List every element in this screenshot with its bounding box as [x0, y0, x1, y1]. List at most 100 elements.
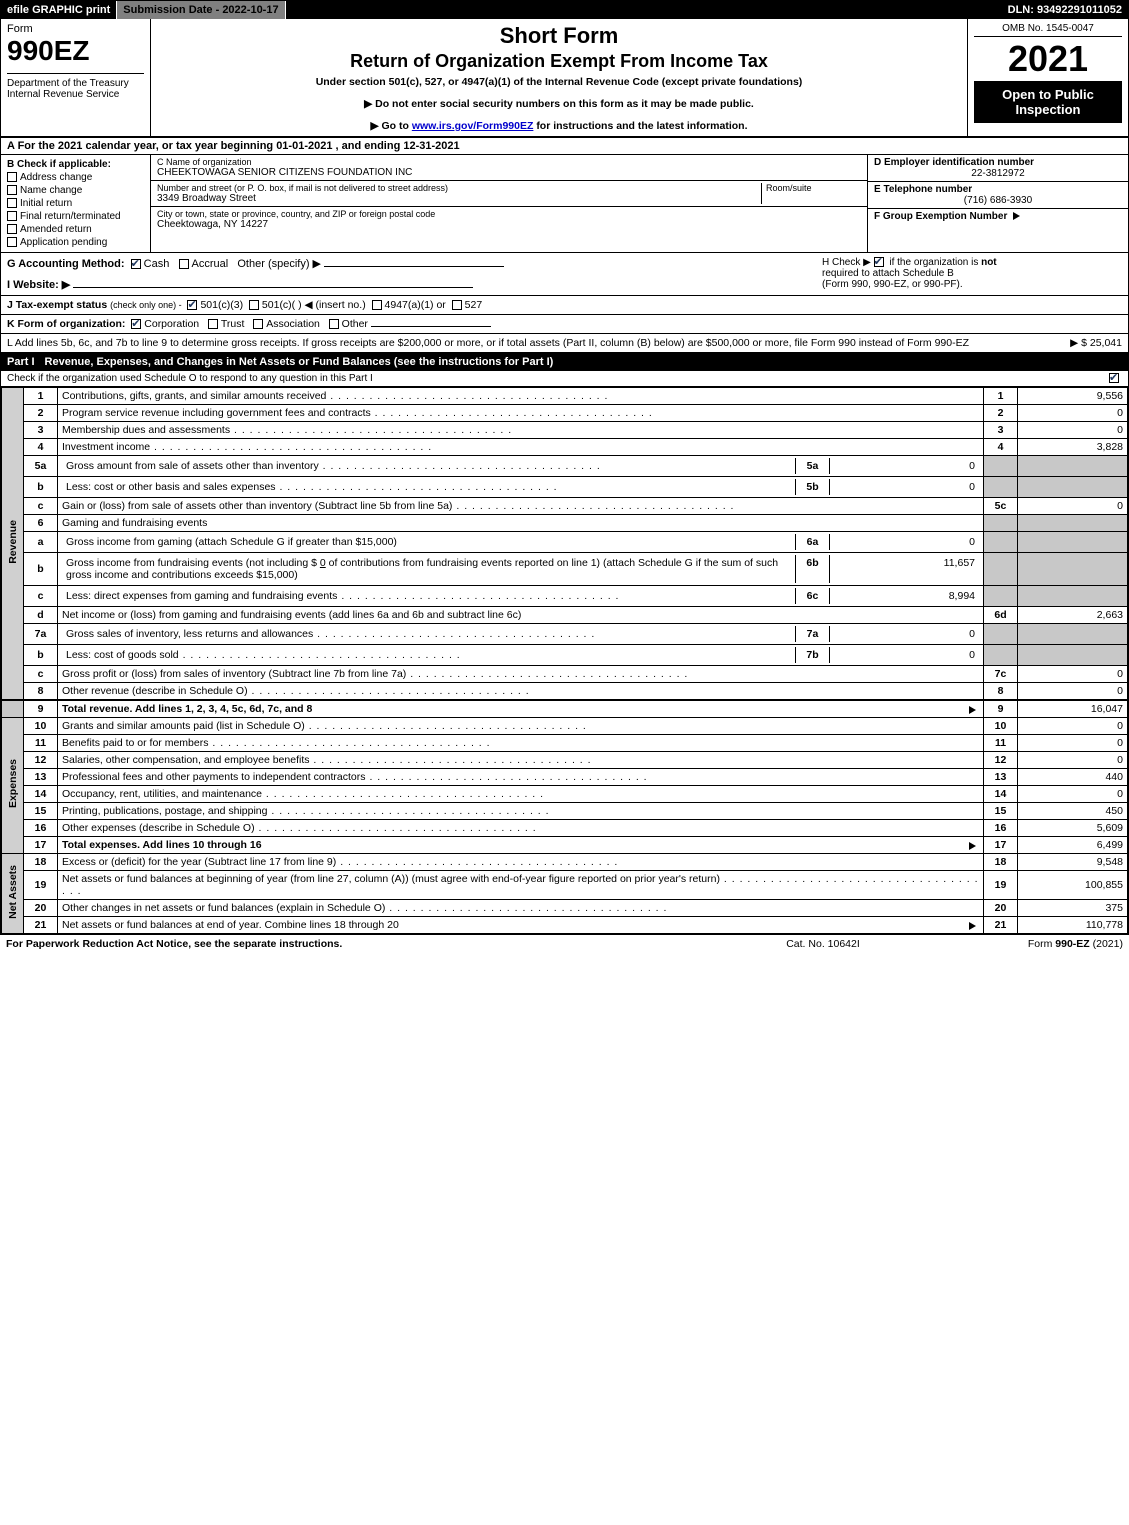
header-middle: Short Form Return of Organization Exempt…	[151, 19, 968, 136]
chk-other-org[interactable]	[329, 319, 339, 329]
table-row: 17Total expenses. Add lines 10 through 1…	[2, 837, 1128, 854]
street-block: Number and street (or P. O. box, if mail…	[151, 181, 867, 207]
g-accounting: G Accounting Method: Cash Accrual Other …	[7, 257, 822, 270]
row-gh: G Accounting Method: Cash Accrual Other …	[1, 253, 1128, 296]
table-row: 13Professional fees and other payments t…	[2, 769, 1128, 786]
website-input[interactable]	[73, 287, 473, 288]
table-row: 2Program service revenue including gover…	[2, 405, 1128, 422]
row-k: K Form of organization: Corporation Trus…	[1, 315, 1128, 334]
b-label: B Check if applicable:	[7, 159, 144, 170]
title-return: Return of Organization Exempt From Incom…	[159, 51, 959, 72]
table-row: 11Benefits paid to or for members110	[2, 735, 1128, 752]
department-label: Department of the Treasury Internal Reve…	[7, 73, 144, 100]
other-org-input[interactable]	[371, 326, 491, 327]
dln-label: DLN: 93492291011052	[1002, 1, 1128, 19]
city-label: City or town, state or province, country…	[157, 209, 861, 219]
room-label: Room/suite	[766, 183, 861, 193]
part-title: Revenue, Expenses, and Changes in Net As…	[45, 356, 1122, 368]
part-1-header: Part I Revenue, Expenses, and Changes in…	[1, 353, 1128, 371]
chk-h[interactable]	[874, 257, 884, 267]
omb-number: OMB No. 1545-0047	[974, 23, 1122, 37]
chk-amended-return[interactable]: Amended return	[7, 224, 144, 235]
chk-501c3[interactable]	[187, 300, 197, 310]
note-goto: ▶ Go to www.irs.gov/Form990EZ for instru…	[159, 120, 959, 132]
table-row: Expenses 10Grants and similar amounts pa…	[2, 718, 1128, 735]
checkbox-icon[interactable]	[7, 185, 17, 195]
form-label: Form	[7, 23, 144, 35]
table-row: 9Total revenue. Add lines 1, 2, 3, 4, 5c…	[2, 700, 1128, 718]
other-specify-input[interactable]	[324, 266, 504, 267]
chk-initial-return[interactable]: Initial return	[7, 198, 144, 209]
chk-application-pending[interactable]: Application pending	[7, 237, 144, 248]
table-row: a Gross income from gaming (attach Sched…	[2, 532, 1128, 553]
chk-501c[interactable]	[249, 300, 259, 310]
chk-address-change[interactable]: Address change	[7, 172, 144, 183]
tax-year: 2021	[974, 41, 1122, 77]
l-amount: ▶ $ 25,041	[1070, 337, 1122, 349]
chk-association[interactable]	[253, 319, 263, 329]
street-value: 3349 Broadway Street	[157, 193, 761, 204]
table-row: cGain or (loss) from sale of assets othe…	[2, 498, 1128, 515]
checkbox-icon[interactable]	[7, 198, 17, 208]
chk-527[interactable]	[452, 300, 462, 310]
efile-print-label[interactable]: efile GRAPHIC print	[1, 1, 117, 19]
checkbox-icon[interactable]	[7, 224, 17, 234]
section-netassets: Net Assets	[2, 854, 24, 934]
table-row: 6Gaming and fundraising events	[2, 515, 1128, 532]
open-to-public: Open to Public Inspection	[974, 81, 1122, 123]
section-c: C Name of organization CHEEKTOWAGA SENIO…	[151, 155, 868, 252]
table-row: b Gross income from fundraising events (…	[2, 553, 1128, 586]
part-label: Part I	[7, 356, 35, 368]
checkbox-icon[interactable]	[7, 237, 17, 247]
d-block: D Employer identification number 22-3812…	[868, 155, 1128, 182]
chk-accrual[interactable]	[179, 259, 189, 269]
d-label: D Employer identification number	[874, 157, 1122, 168]
table-row: b Less: cost of goods sold7b0	[2, 645, 1128, 666]
chk-trust[interactable]	[208, 319, 218, 329]
chk-schedule-o[interactable]	[1109, 373, 1119, 383]
e-block: E Telephone number (716) 686-3930	[868, 182, 1128, 209]
title-short-form: Short Form	[159, 23, 959, 49]
table-row: 15Printing, publications, postage, and s…	[2, 803, 1128, 820]
header-left: Form 990EZ Department of the Treasury In…	[1, 19, 151, 136]
chk-cash[interactable]	[131, 259, 141, 269]
table-row: Revenue 1 Contributions, gifts, grants, …	[2, 388, 1128, 405]
section-revenue: Revenue	[2, 388, 24, 701]
table-row: 20Other changes in net assets or fund ba…	[2, 900, 1128, 917]
page-footer: For Paperwork Reduction Act Notice, see …	[0, 935, 1129, 953]
lines-table: Revenue 1 Contributions, gifts, grants, …	[1, 387, 1128, 934]
table-row: 3Membership dues and assessments 30	[2, 422, 1128, 439]
checkbox-icon[interactable]	[7, 172, 17, 182]
checkbox-icon[interactable]	[7, 211, 17, 221]
form-header: Form 990EZ Department of the Treasury In…	[1, 19, 1128, 138]
table-row: 19Net assets or fund balances at beginni…	[2, 871, 1128, 900]
footer-catno: Cat. No. 10642I	[723, 938, 923, 950]
chk-corporation[interactable]	[131, 319, 141, 329]
subtitle: Under section 501(c), 527, or 4947(a)(1)…	[159, 76, 959, 88]
table-row: 12Salaries, other compensation, and empl…	[2, 752, 1128, 769]
ein-value: 22-3812972	[874, 168, 1122, 179]
note-goto-pre: ▶ Go to	[371, 120, 412, 132]
street-label: Number and street (or P. O. box, if mail…	[157, 183, 761, 193]
line-amount: 9,556	[1018, 388, 1128, 405]
form-container: efile GRAPHIC print Submission Date - 20…	[0, 0, 1129, 935]
table-row: Net Assets 18Excess or (deficit) for the…	[2, 854, 1128, 871]
chk-4947[interactable]	[372, 300, 382, 310]
chk-final-return[interactable]: Final return/terminated	[7, 211, 144, 222]
table-row: 4Investment income 43,828	[2, 439, 1128, 456]
irs-link[interactable]: www.irs.gov/Form990EZ	[412, 120, 534, 132]
block-bcdef: B Check if applicable: Address change Na…	[1, 155, 1128, 253]
city-value: Cheektowaga, NY 14227	[157, 219, 861, 230]
g-label: G Accounting Method:	[7, 258, 125, 270]
note-goto-post: for instructions and the latest informat…	[536, 120, 747, 132]
submission-date: Submission Date - 2022-10-17	[117, 1, 285, 19]
chk-name-change[interactable]: Name change	[7, 185, 144, 196]
top-bar: efile GRAPHIC print Submission Date - 20…	[1, 1, 1128, 19]
table-row: 5a Gross amount from sale of assets othe…	[2, 456, 1128, 477]
section-expenses: Expenses	[2, 718, 24, 854]
city-block: City or town, state or province, country…	[151, 207, 867, 232]
form-number: 990EZ	[7, 35, 144, 67]
table-row: dNet income or (loss) from gaming and fu…	[2, 607, 1128, 624]
footer-right: Form 990-EZ (2021)	[923, 938, 1123, 950]
row-j: J Tax-exempt status (check only one) - 5…	[1, 296, 1128, 315]
